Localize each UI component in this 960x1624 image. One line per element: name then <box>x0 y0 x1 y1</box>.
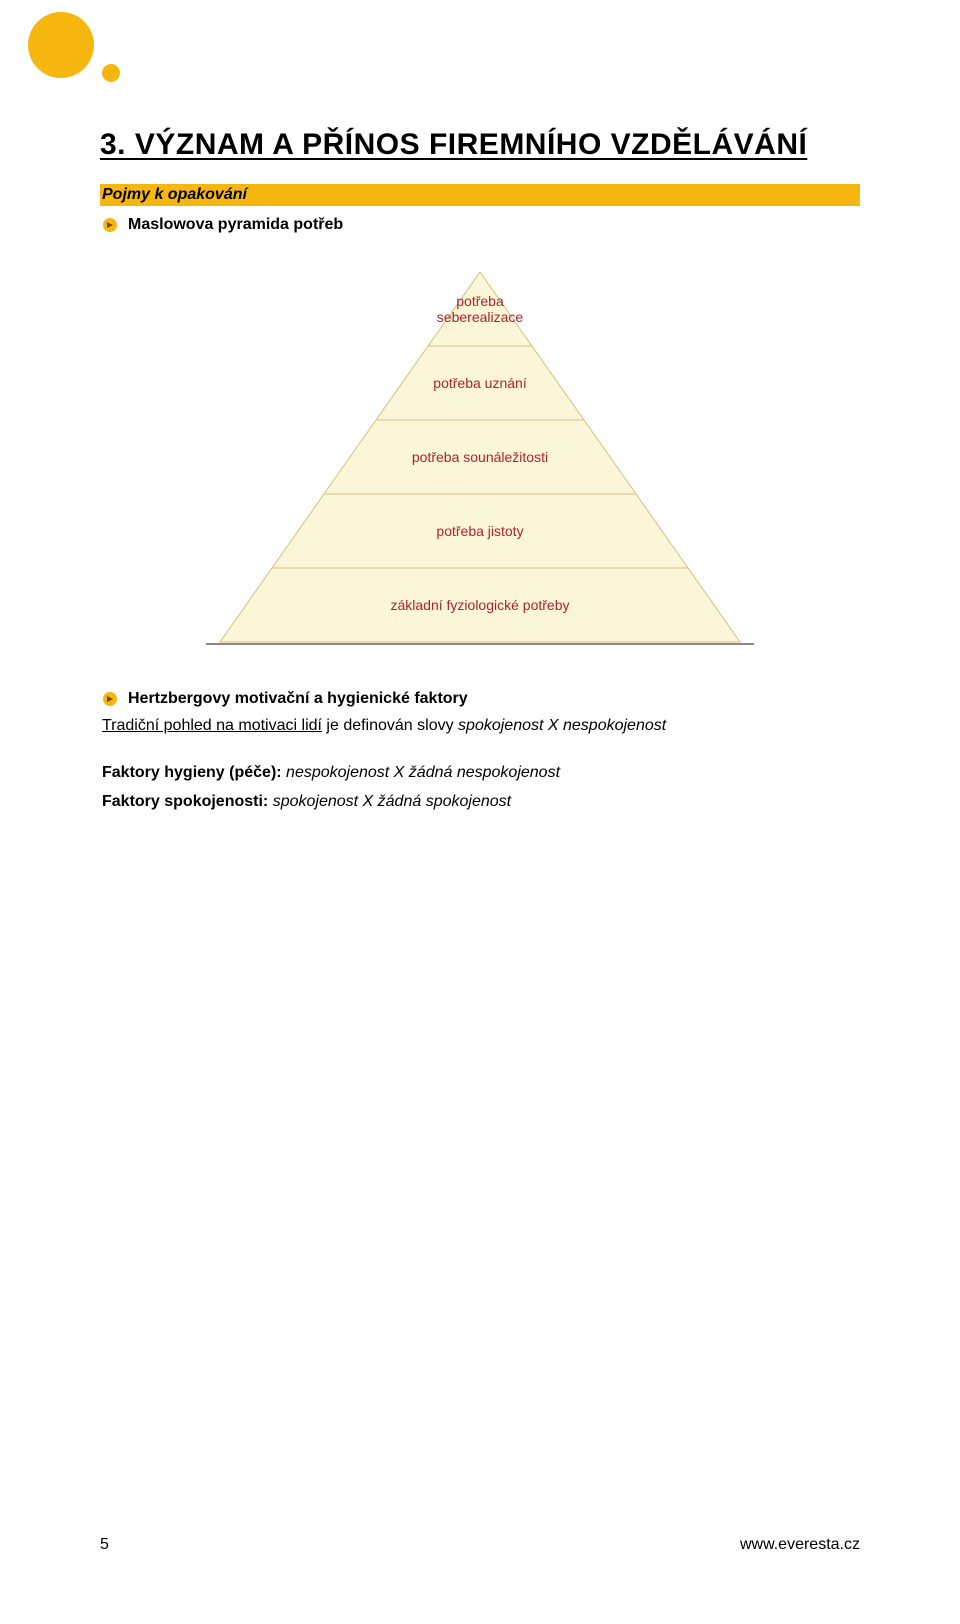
page-content: 3. VÝZNAM A PŘÍNOS FIREMNÍHO VZDĚLÁVÁNÍ … <box>100 128 860 814</box>
bullet-label: Hertzbergovy motivační a hygienické fakt… <box>128 690 468 708</box>
footer-link: www.everesta.cz <box>740 1536 860 1554</box>
svg-text:potřeba uznání: potřeba uznání <box>433 375 527 391</box>
para-italic: spokojenost X nespokojenost <box>458 717 666 734</box>
page-number: 5 <box>100 1536 109 1554</box>
logo-big-circle <box>28 12 94 78</box>
subhead-bar: Pojmy k opakování <box>100 184 860 206</box>
para-italic: nespokojenost X žádná nespokojenost <box>286 764 560 781</box>
bullet-label: Maslowova pyramida potřeb <box>128 216 343 234</box>
para-bold: Faktory hygieny (péče): <box>102 764 286 781</box>
para-italic: spokojenost X žádná spokojenost <box>273 793 511 810</box>
maslow-pyramid: potřebaseberealizace potřeba uznání potřeb… <box>200 262 760 662</box>
subhead-text: Pojmy k opakování <box>102 184 247 206</box>
page-title: 3. VÝZNAM A PŘÍNOS FIREMNÍHO VZDĚLÁVÁNÍ <box>100 128 860 162</box>
logo-small-circle <box>102 64 120 82</box>
bullet-icon <box>102 217 118 233</box>
svg-text:potřeba sounáležitosti: potřeba sounáležitosti <box>412 449 548 465</box>
bullet-icon <box>102 691 118 707</box>
para-satisfaction: Faktory spokojenosti: spokojenost X žádn… <box>102 790 860 813</box>
para-traditional: Tradiční pohled na motivaci lidí je defi… <box>102 714 860 737</box>
para-underline: Tradiční pohled na motivaci lidí <box>102 717 322 734</box>
bullet-maslow: Maslowova pyramida potřeb <box>102 216 860 234</box>
para-bold: Faktory spokojenosti: <box>102 793 273 810</box>
svg-text:seberealizace: seberealizace <box>437 309 524 325</box>
svg-text:potřeba jistoty: potřeba jistoty <box>436 523 523 539</box>
svg-text:potřeba: potřeba <box>456 293 504 309</box>
para-mid: je definován slovy <box>322 717 458 734</box>
bullet-hertzberg: Hertzbergovy motivační a hygienické fakt… <box>102 690 860 708</box>
svg-text:základní fyziologické potřeby: základní fyziologické potřeby <box>391 597 570 613</box>
para-hygiene: Faktory hygieny (péče): nespokojenost X … <box>102 761 860 784</box>
